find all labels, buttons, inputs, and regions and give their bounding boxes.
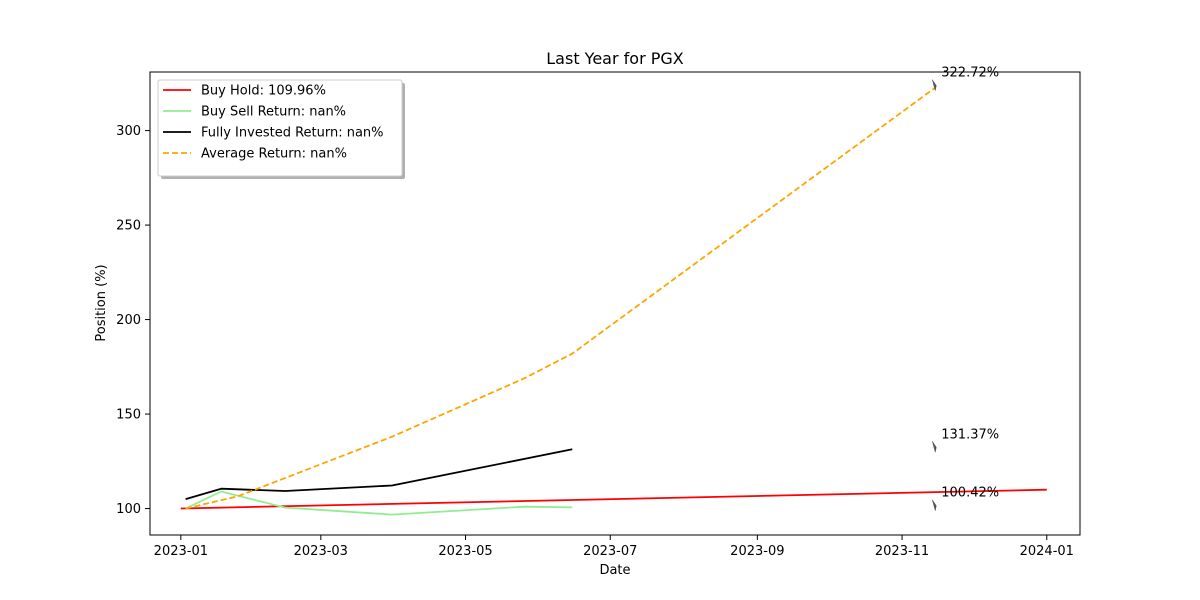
legend-box <box>157 79 403 177</box>
x-tick-label: 2023-07 <box>583 544 637 559</box>
y-axis-title: Position (%) <box>94 264 109 341</box>
series-line-2 <box>185 490 573 516</box>
chart-title: Last Year for PGX <box>546 49 684 68</box>
y-tick-label: 250 <box>116 219 141 234</box>
series-line-3 <box>185 448 573 500</box>
series-line-4 <box>185 86 936 510</box>
x-tick-label: 2023-03 <box>294 544 348 559</box>
x-tick-label: 2023-01 <box>154 544 208 559</box>
legend: Buy Hold: 109.96% Buy Sell Return: nan% Fu… <box>157 79 405 179</box>
x-tick-label: 2023-09 <box>730 544 784 559</box>
annotation-label: 131.37% <box>941 427 999 442</box>
x-tick-label: 2024-01 <box>1020 544 1074 559</box>
y-tick-label: 200 <box>116 313 141 328</box>
annotation-label: 322.72% <box>941 66 999 81</box>
legend-label-1: Buy Hold: 109.96% <box>201 84 326 99</box>
annotation-arrow <box>932 79 937 91</box>
annotation-label: 100.42% <box>941 486 999 501</box>
x-axis-title: Date <box>599 563 630 578</box>
plot-frame <box>149 71 1081 536</box>
series-line-1 <box>180 488 1047 510</box>
legend-label-3: Fully Invested Return: nan% <box>201 126 384 141</box>
annotation-arrow <box>932 499 937 511</box>
annotations: 322.72% 131.37% 100.42% <box>932 66 999 511</box>
axis-ticks: 2023-01 2023-03 2023-05 2023-07 2023-09 2023-… <box>116 124 1074 559</box>
y-tick-label: 100 <box>116 502 141 517</box>
plot-area <box>149 71 1081 536</box>
y-tick-label: 150 <box>116 408 141 423</box>
legend-label-2: Buy Sell Return: nan% <box>201 105 346 120</box>
x-tick-label: 2023-11 <box>875 544 929 559</box>
annotation-arrow <box>932 441 937 453</box>
x-tick-label: 2023-05 <box>438 544 492 559</box>
series-lines <box>180 86 1047 516</box>
y-tick-label: 300 <box>116 124 141 139</box>
legend-label-4: Average Return: nan% <box>201 147 347 162</box>
